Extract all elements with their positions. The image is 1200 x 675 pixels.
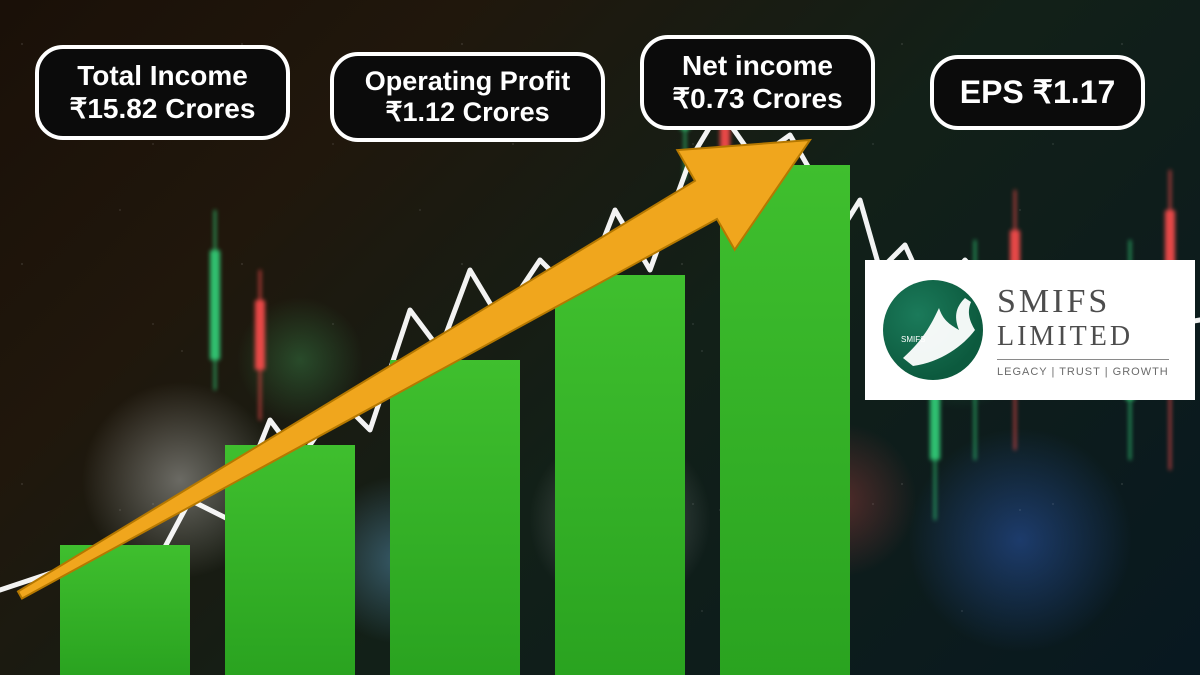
metric-badge-net-income: Net income₹0.73 Crores xyxy=(640,35,875,130)
metric-label: Total Income xyxy=(77,60,248,92)
metric-badge-operating-profit: Operating Profit₹1.12 Crores xyxy=(330,52,605,142)
company-logo-card: SMIFS SMIFS LIMITED LEGACY | TRUST | GRO… xyxy=(865,260,1195,400)
metric-label: EPS ₹1.17 xyxy=(960,74,1116,111)
metric-value: ₹0.73 Crores xyxy=(672,83,842,115)
company-logo-text: SMIFS LIMITED LEGACY | TRUST | GROWTH xyxy=(997,283,1169,378)
company-name-line1: SMIFS xyxy=(997,283,1169,321)
metric-label: Operating Profit xyxy=(365,66,571,97)
infographic-stage: Total Income₹15.82 Crores Operating Profi… xyxy=(0,0,1200,675)
company-tagline: LEGACY | TRUST | GROWTH xyxy=(997,366,1169,378)
metric-label: Net income xyxy=(682,50,833,82)
logo-divider xyxy=(997,359,1169,360)
metric-badge-eps: EPS ₹1.17 xyxy=(930,55,1145,130)
metric-badge-total-income: Total Income₹15.82 Crores xyxy=(35,45,290,140)
company-logo-mark-icon: SMIFS xyxy=(883,280,983,380)
company-name-line2: LIMITED xyxy=(997,321,1169,353)
metric-value: ₹1.12 Crores xyxy=(385,97,549,128)
logo-mark-label: SMIFS xyxy=(901,335,925,344)
metric-value: ₹15.82 Crores xyxy=(70,93,256,125)
